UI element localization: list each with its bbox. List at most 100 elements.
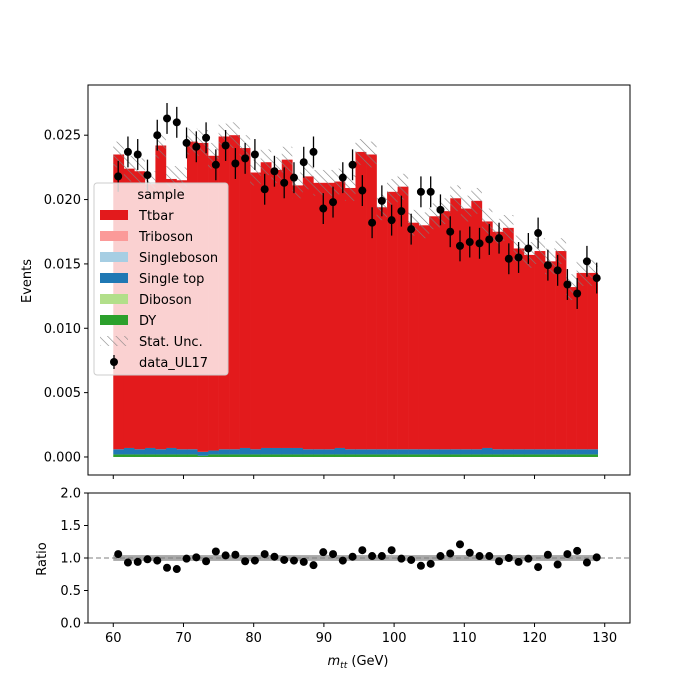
ratio-point bbox=[260, 550, 269, 559]
ratio-point bbox=[250, 556, 259, 565]
legend-marker-data bbox=[110, 358, 118, 366]
ratio-point bbox=[329, 550, 338, 559]
x-axis-label-subscript: tt bbox=[340, 661, 348, 671]
data-point bbox=[504, 254, 513, 263]
data-point bbox=[153, 131, 162, 140]
data-point bbox=[329, 198, 338, 207]
data-point bbox=[338, 173, 347, 182]
bar-dy bbox=[239, 454, 251, 457]
bar-ttbar bbox=[555, 251, 567, 450]
ratio-y-tick-label: 0.0 bbox=[60, 617, 81, 632]
bar-dy bbox=[208, 454, 219, 457]
legend-label-triboson: Triboson bbox=[138, 230, 193, 245]
ratio-point bbox=[211, 547, 220, 556]
bar-dy bbox=[218, 454, 230, 457]
ratio-point bbox=[231, 550, 240, 559]
legend-label-singleboson: Singleboson bbox=[139, 251, 218, 266]
stat-unc-bin bbox=[587, 260, 598, 286]
legend-label-dy: DY bbox=[139, 314, 156, 329]
ratio-y-tick-label: 1.5 bbox=[60, 519, 81, 534]
stat-unc-bin bbox=[218, 123, 230, 150]
ratio-point bbox=[573, 546, 582, 555]
data-point bbox=[172, 118, 181, 127]
data-point bbox=[299, 158, 308, 167]
stat-unc-bin bbox=[418, 212, 430, 239]
bar-ttbar bbox=[450, 198, 462, 450]
data-point bbox=[368, 218, 377, 227]
bar-single-top bbox=[397, 449, 409, 455]
bar-dy bbox=[260, 454, 272, 457]
data-point bbox=[123, 147, 132, 156]
ratio-point bbox=[172, 565, 181, 574]
ratio-point bbox=[280, 555, 289, 564]
bar-ttbar bbox=[576, 272, 588, 450]
ratio-point bbox=[348, 552, 357, 561]
bar-dy bbox=[334, 454, 346, 457]
bar-dy bbox=[566, 454, 577, 457]
bar-ttbar bbox=[513, 248, 525, 450]
data-point bbox=[319, 204, 328, 213]
bar-single-top bbox=[576, 449, 588, 455]
bar-ttbar bbox=[429, 216, 441, 450]
data-point bbox=[348, 160, 357, 169]
legend-entry-singleboson: Singleboson bbox=[100, 251, 218, 266]
bar-single-top bbox=[418, 449, 430, 455]
bar-dy bbox=[502, 454, 514, 457]
bar-single-top bbox=[492, 449, 504, 455]
ratio-point bbox=[553, 560, 562, 569]
data-point bbox=[143, 171, 152, 180]
data-point bbox=[358, 186, 367, 195]
bar-dy bbox=[545, 454, 556, 457]
legend-swatch-ttbar bbox=[100, 210, 128, 220]
main-y-tick-label: 0.005 bbox=[44, 386, 81, 401]
stat-unc-bin bbox=[576, 260, 588, 286]
bar-dy bbox=[439, 454, 451, 457]
bar-dy bbox=[492, 454, 504, 457]
ratio-point bbox=[426, 559, 435, 568]
ratio-point bbox=[475, 552, 484, 561]
bar-single-top bbox=[197, 451, 209, 456]
ratio-y-ticks: 0.0 0.5 1.0 1.5 2.0 bbox=[60, 487, 88, 632]
stat-unc-bin bbox=[250, 159, 261, 186]
stat-unc-bin bbox=[165, 166, 177, 192]
data-point bbox=[270, 167, 279, 176]
main-y-axis-label: Events bbox=[20, 259, 35, 303]
data-point bbox=[231, 159, 240, 168]
ratio-point bbox=[114, 550, 123, 559]
bar-dy bbox=[450, 454, 462, 457]
bar-ttbar bbox=[418, 225, 430, 450]
stat-unc-bin bbox=[408, 209, 419, 236]
data-point bbox=[309, 147, 318, 156]
bar-dy bbox=[197, 455, 209, 457]
ratio-point bbox=[123, 558, 132, 567]
bar-ttbar bbox=[439, 211, 451, 450]
data-point bbox=[446, 227, 455, 236]
data-point bbox=[182, 138, 191, 147]
data-point bbox=[495, 234, 504, 243]
stat-unc-bin bbox=[439, 198, 451, 225]
stat-unc-bin bbox=[313, 169, 324, 196]
bar-dy bbox=[186, 454, 198, 457]
data-point bbox=[543, 261, 552, 270]
ratio-point bbox=[163, 563, 172, 572]
bar-dy bbox=[155, 454, 167, 457]
data-point bbox=[416, 187, 425, 196]
ratio-point bbox=[368, 552, 377, 561]
bar-single-top bbox=[344, 449, 356, 455]
data-point bbox=[485, 235, 494, 244]
stat-unc-bin bbox=[534, 238, 546, 264]
bar-ttbar bbox=[587, 272, 598, 450]
bar-single-top bbox=[450, 449, 462, 455]
ratio-point bbox=[436, 552, 445, 561]
stat-unc-bin bbox=[397, 173, 409, 200]
bar-single-top bbox=[387, 449, 398, 455]
bar-ttbar bbox=[481, 221, 493, 448]
bar-dy bbox=[144, 454, 156, 457]
bar-single-top bbox=[186, 449, 198, 455]
data-point bbox=[524, 244, 533, 253]
bar-dy bbox=[481, 454, 493, 457]
legend-entry-diboson: Diboson bbox=[100, 293, 192, 308]
main-axes-frame bbox=[87, 84, 631, 476]
bar-single-top bbox=[313, 449, 325, 455]
